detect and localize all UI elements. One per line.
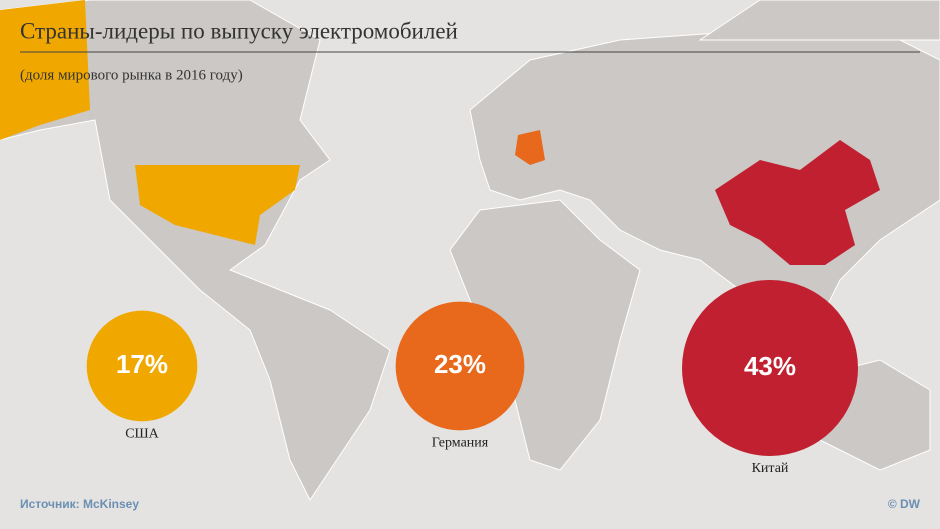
category-label: Китай <box>752 461 789 476</box>
china-shape <box>715 140 880 265</box>
value-label: 43% <box>744 351 796 381</box>
value-label: 23% <box>434 349 486 379</box>
bubble <box>86 310 198 422</box>
value-label: 17% <box>116 349 168 379</box>
title: Страны-лидеры по выпуску электромобилей <box>20 18 458 43</box>
alaska <box>0 0 90 140</box>
arctic <box>698 0 940 41</box>
world-map <box>0 0 940 501</box>
category-label: Германия <box>432 436 489 451</box>
bubble <box>682 280 858 456</box>
source: Источник: McKinsey <box>20 497 139 511</box>
bubble <box>395 301 525 431</box>
credit: © DW <box>888 497 921 511</box>
africa <box>449 199 641 471</box>
category-label: США <box>125 427 159 442</box>
usa-shape <box>135 165 300 245</box>
americas <box>0 0 391 501</box>
germany-shape <box>515 130 545 165</box>
subtitle: (доля мирового рынка в 2016 году) <box>20 67 243 83</box>
